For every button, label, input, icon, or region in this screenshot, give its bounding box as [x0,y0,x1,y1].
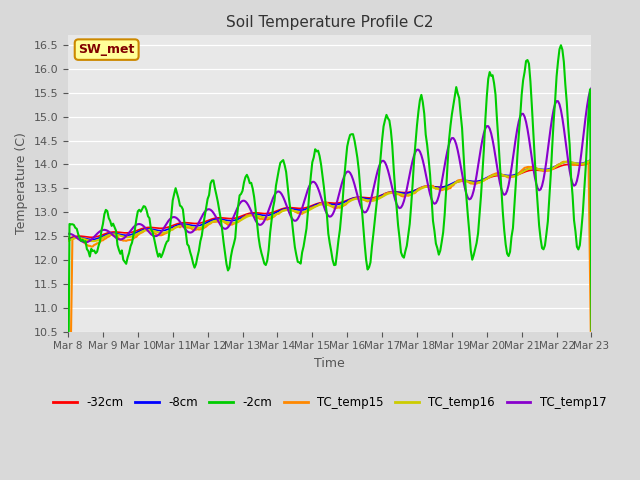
Y-axis label: Temperature (C): Temperature (C) [15,132,28,234]
Legend: -32cm, -8cm, -2cm, TC_temp15, TC_temp16, TC_temp17: -32cm, -8cm, -2cm, TC_temp15, TC_temp16,… [48,391,611,413]
Title: Soil Temperature Profile C2: Soil Temperature Profile C2 [226,15,433,30]
X-axis label: Time: Time [314,357,345,370]
Text: SW_met: SW_met [79,43,135,56]
